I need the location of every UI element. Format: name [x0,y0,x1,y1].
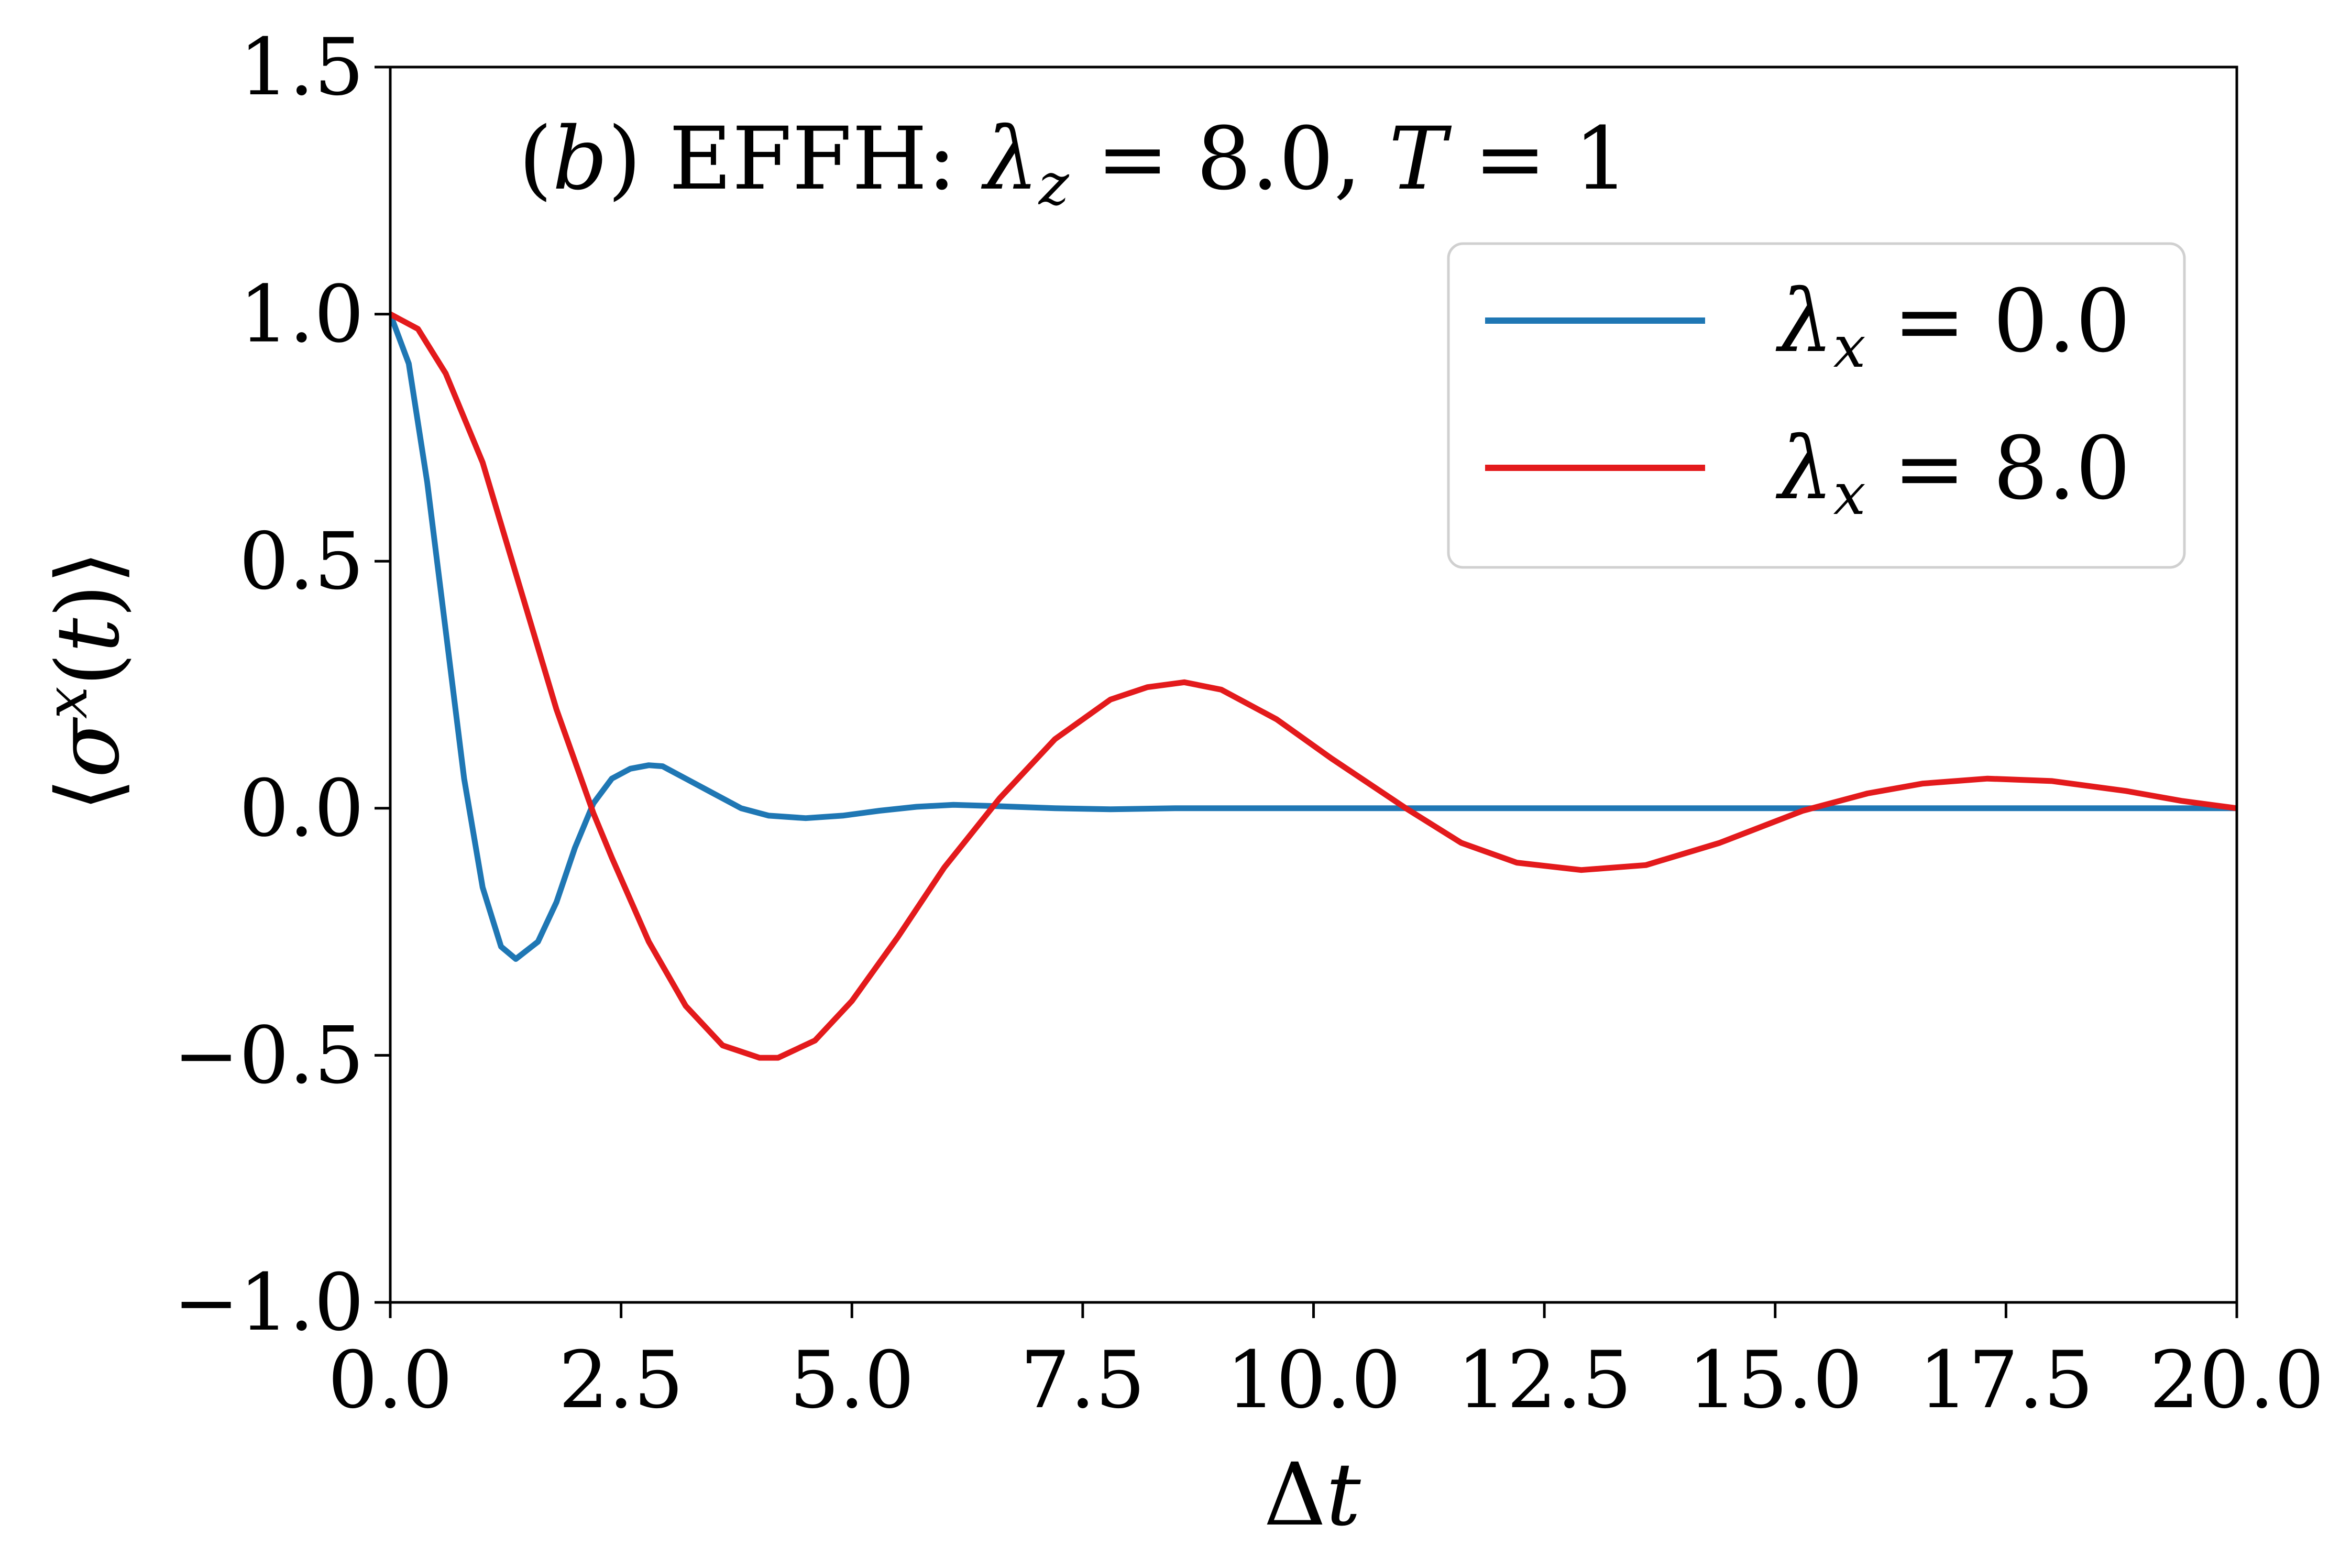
y-axis-label-t: t [38,618,138,653]
y-axis-label-paren-close: ) [38,584,138,618]
y-axis-ticks: −1.0 −0.5 0.0 0.5 1.0 1.5 [173,22,390,1348]
x-tick-label: 10.0 [1226,1335,1401,1426]
x-tick-label: 7.5 [1020,1335,1146,1426]
legend-label-series-2: λx = 8.0 [1775,418,2130,528]
legend-box [1447,242,2186,569]
x-tick-label: 15.0 [1688,1335,1863,1426]
legend-value: = 0.0 [1866,271,2131,371]
legend-lambda: λ [1775,271,1833,371]
x-tick-label: 20.0 [2149,1335,2324,1426]
x-tick-label: 12.5 [1457,1335,1632,1426]
y-axis-label: ⟨σx(t)⟩ [33,551,138,812]
legend-value: = 8.0 [1866,418,2131,519]
y-tick-label: 1.5 [239,22,364,113]
x-tick-label: 2.5 [558,1335,684,1426]
y-axis-label-open: ⟨ [38,778,138,812]
annotation-lambda-subscript: z [1038,151,1070,218]
y-tick-label: 0.0 [239,763,364,854]
legend-lambda-subscript: x [1833,460,1866,528]
x-axis-label-delta: Δ [1264,1444,1326,1545]
x-axis-label-var: t [1326,1444,1361,1545]
annotation-prefix: ( [519,108,552,209]
y-tick-label: 0.5 [239,516,364,607]
annotation-rest: = 8.0, [1069,108,1389,209]
annotation-lambda: λ [981,108,1039,209]
x-axis-label: Δt [1264,1444,1361,1545]
x-tick-label: 0.0 [328,1335,453,1426]
annotation-panel-letter: b [552,108,608,209]
y-axis-label-paren-open: ( [38,653,138,686]
panel-annotation: (b) EFFH: λz = 8.0, T = 1 [519,108,1629,218]
annotation-T: T [1389,108,1452,209]
legend-lambda-subscript: x [1833,313,1866,380]
series-line-2 [390,311,2237,1061]
legend-lambda: λ [1775,418,1833,519]
annotation-mid: ) EFFH: [608,108,984,209]
y-tick-label: −0.5 [173,1010,364,1101]
y-axis-label-superscript: x [33,686,100,719]
x-tick-label: 17.5 [1918,1335,2093,1426]
x-axis-ticks: 0.0 2.5 5.0 7.5 10.0 12.5 15.0 17.5 20.0 [328,1302,2324,1426]
x-tick-label: 5.0 [789,1335,915,1426]
annotation-T-rest: = 1 [1446,108,1629,209]
y-axis-label-sigma: σ [38,717,138,778]
legend-label-series-1: λx = 0.0 [1775,271,2130,380]
y-axis-label-close: ⟩ [38,551,138,584]
legend: λx = 0.0 λx = 8.0 [1447,242,2186,569]
y-tick-label: −1.0 [173,1257,364,1348]
series-line-1 [390,311,2237,962]
y-tick-label: 1.0 [239,269,364,360]
